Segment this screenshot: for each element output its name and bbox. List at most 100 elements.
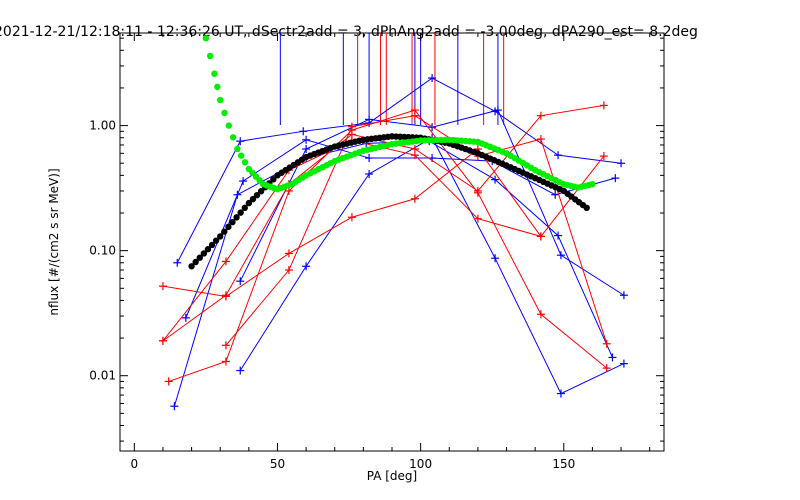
x-axis-label: PA [deg] (367, 469, 417, 483)
green-dot-point (214, 83, 221, 91)
chart-title: 2021-12-21/12:18:11 - 12:36:26 UT, dSect… (0, 24, 698, 40)
red-plus-point (347, 122, 356, 131)
black-series-10 (188, 133, 590, 270)
red-plus-point (536, 135, 545, 144)
black-dot-point (270, 176, 277, 183)
black-dot-point (583, 204, 590, 212)
y-tick-label-0: 0.01 (89, 369, 116, 383)
blue-plus-point (556, 251, 565, 260)
blue-series-line-0 (176, 77, 622, 263)
green-dot-point (206, 52, 214, 60)
green-dot-point (234, 145, 241, 153)
y-tick-label-2: 1.00 (89, 119, 116, 133)
blue-plus-point (554, 151, 563, 160)
black-dot-point (253, 191, 261, 199)
axis-ticks: 0 50 100 150 0.01 0.10 1.00 (89, 33, 664, 471)
black-dot-point (221, 228, 228, 235)
vertical-markers (279, 33, 505, 125)
red-series-line-5 (162, 104, 604, 342)
red-plus-point (599, 152, 608, 161)
blue-plus-point (302, 144, 311, 153)
x-tick-label-2: 100 (409, 457, 432, 471)
blue-plus-point (302, 262, 311, 271)
red-plus-point (473, 214, 482, 223)
black-dot-point (229, 218, 236, 226)
red-plus-point (410, 111, 419, 120)
red-plus-point (347, 213, 356, 222)
red-plus-point (284, 249, 293, 258)
blue-plus-point (611, 174, 620, 183)
black-dot-point (217, 233, 224, 240)
red-plus-point (602, 339, 611, 348)
red-series-line-7 (168, 109, 608, 382)
blue-plus-point (236, 366, 245, 375)
blue-series-0 (173, 74, 626, 267)
red-plus-point (599, 101, 608, 110)
black-dot-point (237, 209, 244, 216)
black-dot-point (192, 258, 199, 266)
blue-plus-point (608, 353, 617, 362)
black-dot-point (241, 204, 248, 212)
blue-plus-point (365, 154, 374, 163)
blue-plus-point (491, 175, 500, 184)
y-axis-label: nflux [#/(cm2 s sr MeV)] (47, 168, 61, 315)
black-dot-point (204, 246, 212, 253)
blue-plus-point (236, 277, 245, 286)
blue-plus-point (617, 159, 626, 168)
red-plus-point (410, 194, 419, 203)
red-plus-point (158, 282, 167, 291)
green-dot-point (202, 34, 210, 42)
blue-plus-point (556, 389, 565, 398)
blue-plus-point (236, 137, 245, 146)
green-dot-point (589, 180, 596, 188)
blue-plus-point (493, 106, 502, 115)
blue-plus-point (239, 177, 248, 186)
black-dot-point (233, 214, 240, 221)
black-dot-point (208, 241, 216, 249)
red-plus-point (164, 377, 173, 386)
blue-plus-point (302, 135, 311, 144)
blue-plus-point (554, 231, 563, 240)
blue-plus-point (619, 291, 628, 300)
green-dot-point (217, 96, 224, 104)
red-plus-point (536, 310, 545, 319)
blue-plus-point (491, 254, 500, 263)
green-dot-point (211, 70, 218, 77)
red-series-line-9 (162, 148, 542, 298)
red-plus-point (536, 232, 545, 241)
black-dot-point (257, 188, 265, 195)
black-dot-point (188, 263, 195, 270)
green-dot-point (225, 122, 232, 129)
red-plus-point (221, 341, 230, 350)
red-plus-point (158, 336, 167, 345)
red-plus-point (221, 357, 230, 366)
blue-plus-point (170, 402, 179, 411)
black-dot-point (245, 199, 253, 207)
green-dot-point (229, 134, 237, 141)
red-plus-point (284, 266, 293, 275)
red-plus-point (410, 151, 419, 160)
black-dot-point (249, 195, 257, 203)
black-dot-point (225, 223, 232, 231)
blue-plus-point (619, 359, 628, 368)
blue-plus-point (365, 170, 374, 179)
red-plus-point (473, 188, 482, 197)
x-tick-label-3: 150 (552, 457, 575, 471)
red-plus-point (221, 292, 230, 301)
blue-plus-point (365, 115, 374, 124)
green-dot-point (241, 159, 249, 166)
data-series (158, 34, 628, 411)
black-dot-point (200, 250, 208, 257)
blue-plus-point (181, 313, 190, 322)
green-dot-point (238, 152, 245, 159)
x-tick-label-1: 50 (270, 457, 285, 471)
blue-plus-point (428, 74, 437, 83)
black-dot-point (212, 237, 220, 244)
x-tick-label-0: 0 (130, 457, 138, 471)
blue-plus-point (233, 190, 242, 199)
blue-series-3 (236, 133, 628, 398)
red-series-9 (158, 144, 545, 301)
plot-frame (119, 32, 665, 452)
red-plus-point (536, 111, 545, 120)
